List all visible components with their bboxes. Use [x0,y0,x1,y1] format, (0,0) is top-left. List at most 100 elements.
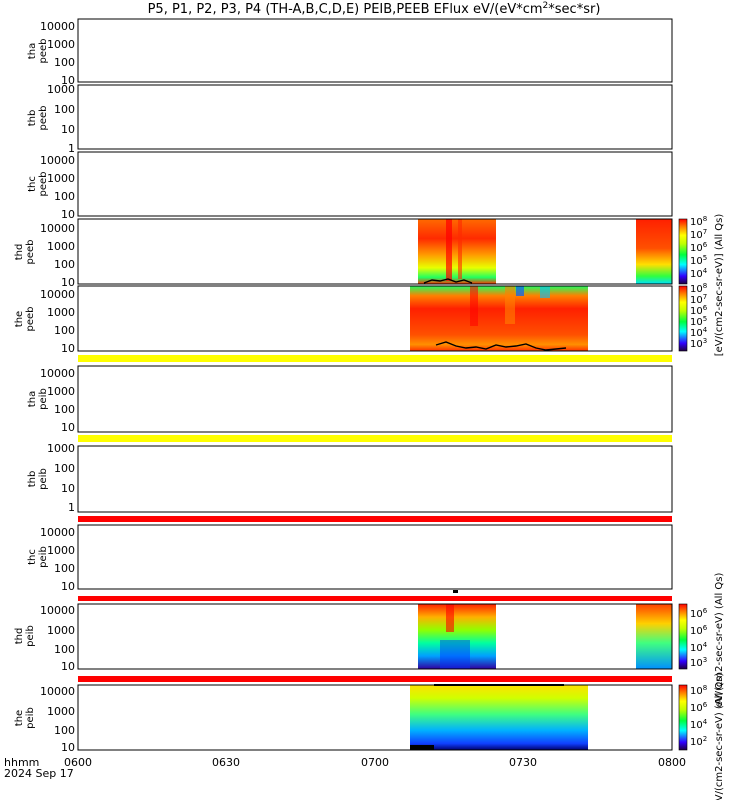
colorbar-tick: 103 [690,656,707,669]
panel-frame [77,445,673,513]
panel-label-probe: thc [27,549,38,565]
colorbar-tick: 106 [690,241,708,254]
colorbar-the-peib: 108 106 104 102 [678,684,708,751]
spacecraft-potential-line [423,278,473,284]
spectrogram-block [636,219,672,284]
panel-thd-peeb: thd peeb 10000 1000 100 10 [14,218,673,289]
y-tick-label: 100 [54,643,75,656]
panel-label-product: peeb [38,106,49,131]
y-tick-label: 1000 [47,624,75,637]
colorbar-gradient [678,218,688,285]
y-tick-label: 10 [61,741,75,754]
x-tick-label: 0730 [509,756,537,769]
x-tick-label: 0800 [658,756,686,769]
y-tick-label: 100 [54,324,75,337]
panel-frame [77,285,673,352]
panel-frame [77,524,673,590]
y-tick-label: 1000 [47,544,75,557]
colorbar-tick: 108 [690,215,707,228]
panel-label-product: peeb [38,39,49,64]
panel-label-probe: thd [14,244,25,261]
x-axis-format-label: hhmm [4,756,39,769]
spacecraft-potential-line [435,341,567,351]
panel-label-probe: thc [27,176,38,192]
panel-the-peeb: the peeb 10000 1000 100 10 [14,285,673,355]
colorbar-thd-peeb: 108 107 106 105 104 [678,215,708,285]
y-tick-label: 100 [54,56,75,69]
panel-label-probe: the [14,311,25,327]
spectrogram-streak [505,286,515,324]
panel-thd-peib: thd peib 10000 1000 100 10 [14,603,673,673]
y-tick-label: 10000 [40,20,75,33]
y-tick-label: 100 [54,462,75,475]
colorbar-tick: 104 [690,326,708,339]
y-tick-label: 1000 [47,442,75,455]
colorbar-tick: 108 [690,282,707,295]
y-tick-label: 10000 [40,154,75,167]
y-tick-label: 10000 [40,222,75,235]
y-tick-label: 100 [54,190,75,203]
spectrogram-block [410,685,588,750]
panel-label-product: peib [38,468,49,490]
panel-the-peib: the peib 10000 1000 100 10 [14,684,673,754]
colorbar-tick: 106 [690,607,708,620]
colorbar-tick: 104 [690,718,708,731]
panel-thb-peib: thb peib 1000 100 10 1 [27,442,673,514]
title-superscript: 2 [543,1,549,11]
y-tick-label: 10 [61,74,75,87]
data-tick-mark [453,590,458,593]
y-tick-label: 10 [61,276,75,289]
panel-label-product: peib [38,388,49,410]
panel-frame [77,18,673,83]
panel-label-product: peib [38,546,49,568]
panel-label-product: peeb [25,240,36,265]
y-tick-label: 1000 [47,385,75,398]
panel-label-product: peib [25,625,36,647]
colorbar-tick: 106 [690,701,708,714]
spectrogram-streak [458,219,462,279]
panel-frame [77,218,673,285]
title-tail: *sec*sr) [548,2,600,17]
panel-frame [77,151,673,217]
y-tick-label: 10 [61,580,75,593]
panel-frame [77,684,673,751]
spectrogram-streak [540,286,550,298]
y-tick-label: 1000 [47,83,75,96]
y-tick-label: 10000 [40,367,75,380]
colorbar-the-peeb: 108 107 106 105 104 103 [678,282,708,352]
colorbar-tick: 105 [690,315,707,328]
colorbar-gradient [678,285,688,352]
colorbar-tick: 106 [690,624,708,637]
colorbar-tick: 104 [690,267,708,280]
y-tick-label: 10000 [40,288,75,301]
spectrogram-streak [440,640,470,669]
y-tick-label: 1 [68,142,75,155]
y-tick-label: 10 [61,342,75,355]
panel-thc-peib: thc peib 10000 1000 100 10 [27,524,673,593]
status-bar-red [78,596,672,601]
figure-title: P5, P1, P2, P3, P4 (TH-A,B,C,D,E) PEIB,P… [148,1,601,17]
y-tick-label: 10 [61,208,75,221]
y-tick-label: 10 [61,123,75,136]
colorbar-gradient [678,684,688,751]
status-bar-yellow [78,435,672,442]
panel-label-product: peeb [25,307,36,332]
panel-tha-peeb: tha peeb 10000 1000 100 10 [27,18,673,87]
panel-frame [77,603,673,670]
y-tick-label: 100 [54,103,75,116]
y-tick-label: 100 [54,724,75,737]
x-tick-label: 0700 [361,756,389,769]
y-tick-label: 10000 [40,526,75,539]
panel-label-product: peib [25,707,36,729]
spectrogram-streak [516,286,524,296]
y-tick-label: 10000 [40,685,75,698]
status-bar-yellow [78,355,672,362]
panel-label-probe: thb [27,110,38,127]
spectrogram-streak [470,286,478,326]
spectrogram-block [418,604,496,669]
panel-frame [77,84,673,150]
y-tick-label: 100 [54,403,75,416]
y-tick-label: 1000 [47,240,75,253]
x-tick-label: 0630 [212,756,240,769]
spectrogram-block [410,286,588,351]
